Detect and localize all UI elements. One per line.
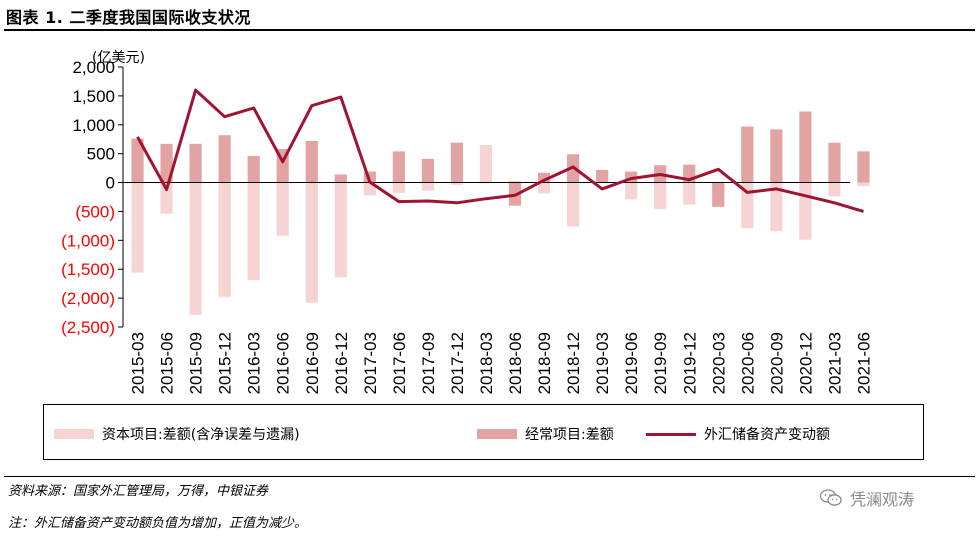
bar-capital — [654, 182, 667, 210]
x-tick-label: 2015-09 — [187, 332, 206, 394]
y-tick-label: (2,500) — [61, 318, 115, 337]
bar-current — [741, 126, 754, 183]
bar-capital — [566, 182, 580, 227]
x-tick-label: 2016-06 — [274, 332, 293, 394]
x-tick-label: 2020-06 — [738, 332, 757, 394]
x-tick-label: 2019-03 — [593, 332, 612, 394]
bar-current — [160, 143, 173, 183]
y-tick-label: 2,000 — [72, 58, 115, 77]
legend-item-current: 经常项目:差额 — [477, 424, 614, 444]
bar-capital — [160, 182, 173, 214]
bar-capital — [450, 182, 464, 185]
y-tick-label: (1,500) — [61, 260, 115, 279]
bar-capital — [508, 180, 522, 183]
legend-swatch-capital — [54, 429, 94, 439]
x-tick-label: 2019-09 — [651, 332, 670, 394]
x-tick-label: 2020-12 — [796, 332, 815, 394]
x-tick-label: 2021-06 — [854, 332, 873, 394]
legend-swatch-reserve — [646, 432, 696, 436]
bar-capital — [392, 182, 405, 193]
bar-current — [770, 129, 783, 183]
x-tick-label: 2019-12 — [680, 332, 699, 394]
x-tick-label: 2018-06 — [506, 332, 525, 394]
wechat-icon — [820, 489, 842, 506]
chart-title: 图表 1. 二季度我国国际收支状况 — [6, 8, 251, 27]
x-tick-label: 2016-03 — [245, 332, 264, 394]
bar-capital — [334, 182, 347, 278]
x-tick-label: 2015-03 — [129, 332, 148, 394]
x-tick-label: 2018-09 — [535, 332, 554, 394]
x-tick-label: 2020-09 — [767, 332, 786, 394]
y-tick-label: 0 — [106, 174, 115, 193]
x-tick-label: 2017-09 — [419, 332, 438, 394]
source-note: 资料来源：国家外汇管理局，万得，中银证券 — [8, 484, 269, 499]
footnote: 注：外汇储备资产变动额负值为增加，正值为减少。 — [8, 516, 308, 531]
legend-label-current: 经常项目:差额 — [525, 427, 614, 443]
x-tick-label: 2015-06 — [158, 332, 177, 394]
bar-capital — [683, 182, 696, 205]
bar-current — [799, 111, 812, 183]
x-tick-label: 2016-09 — [303, 332, 322, 394]
bar-capital — [131, 182, 144, 273]
x-tick-label: 2017-03 — [361, 332, 380, 394]
x-tick-label: 2017-12 — [448, 332, 467, 394]
bar-current — [363, 171, 376, 183]
bar-current — [537, 172, 551, 183]
y-tick-label: (1,000) — [61, 231, 115, 250]
y-tick-label: (2,000) — [61, 289, 115, 308]
legend-label-capital: 资本项目:差额(含净误差与遗漏) — [102, 427, 300, 443]
title-rule — [4, 29, 975, 31]
x-tick-label: 2019-06 — [622, 332, 641, 394]
legend-item-capital: 资本项目:差额(含净误差与遗漏) — [54, 424, 300, 444]
bar-capital — [305, 182, 318, 303]
legend-item-reserve: 外汇储备资产变动额 — [646, 424, 830, 444]
legend: 资本项目:差额(含净误差与遗漏) 经常项目:差额 外汇储备资产变动额 — [43, 404, 924, 460]
y-tick-label: 500 — [87, 145, 115, 164]
bar-current — [131, 138, 144, 183]
bar-current — [218, 135, 231, 183]
bar-current — [189, 143, 202, 183]
legend-swatch-current — [477, 429, 517, 439]
bar-current — [857, 151, 870, 183]
bar-capital — [218, 182, 231, 297]
y-unit-label: (亿美元) — [92, 50, 145, 66]
bar-current — [712, 182, 725, 207]
x-tick-label: 2018-12 — [564, 332, 583, 394]
bar-capital — [421, 182, 435, 191]
bar-capital — [537, 182, 551, 194]
bar-capital — [741, 182, 754, 229]
bar-current — [305, 140, 318, 183]
bar-capital — [247, 182, 260, 281]
bar-current — [247, 155, 260, 183]
x-tick-label: 2017-06 — [390, 332, 409, 394]
bar-current — [450, 142, 464, 183]
footer-rule — [4, 476, 975, 477]
bar-current — [421, 158, 435, 183]
bar-capital — [625, 182, 638, 200]
bar-current — [392, 151, 405, 183]
x-tick-label: 2020-03 — [709, 332, 728, 394]
x-tick-label: 2018-03 — [477, 332, 496, 394]
bar-capital — [857, 182, 870, 187]
x-tick-label: 2016-12 — [332, 332, 351, 394]
y-tick-label: 1,500 — [72, 87, 115, 106]
watermark-text: 凭澜观涛 — [850, 490, 915, 509]
legend-label-reserve: 外汇储备资产变动额 — [704, 427, 830, 443]
bar-capital — [479, 145, 493, 183]
bar-capital — [276, 182, 289, 236]
bar-current — [334, 174, 347, 183]
x-tick-label: 2015-12 — [216, 332, 235, 394]
watermark: 凭澜观涛 — [820, 486, 914, 510]
chart-plot: 2,000 1,500 1,000 500 0 (500) (1,000) (1,500) (2… — [61, 50, 873, 394]
x-tick-label: 2021-03 — [825, 332, 844, 394]
bar-capital — [828, 182, 841, 197]
bar-current — [596, 169, 609, 183]
bar-capital — [189, 182, 202, 315]
y-tick-label: 1,000 — [72, 116, 115, 135]
bar-capital — [799, 182, 812, 240]
line-reserve — [136, 88, 864, 213]
bar-current — [828, 142, 841, 183]
y-tick-label: (500) — [75, 202, 115, 221]
bar-capital — [770, 182, 783, 232]
